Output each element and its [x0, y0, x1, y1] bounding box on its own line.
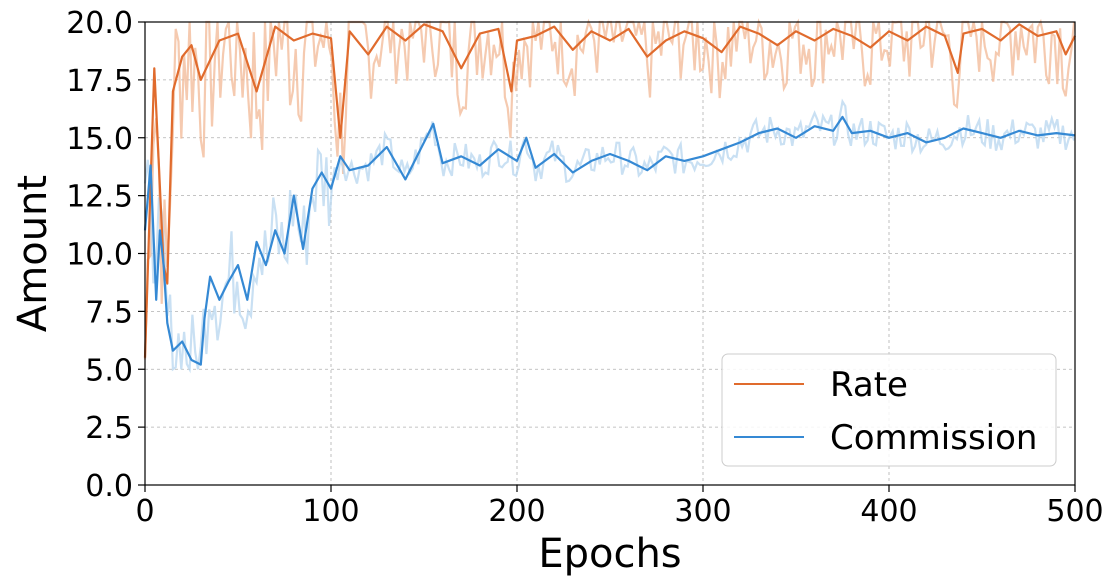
legend-label-commission: Commission — [830, 418, 1037, 458]
x-tick-label: 300 — [674, 494, 731, 529]
x-tick-label: 500 — [1046, 494, 1103, 529]
series-line-commission — [143, 115, 1076, 366]
legend: Rate Commission — [721, 353, 1057, 467]
y-tick-label: 17.5 — [66, 64, 133, 99]
y-tick-label: 7.5 — [85, 295, 133, 330]
legend-label-rate: Rate — [830, 365, 908, 405]
y-axis-ticks: 0.0 2.5 5.0 7.5 10.0 12.5 15.0 17.5 20.0 — [66, 6, 145, 504]
y-tick-label: 5.0 — [85, 353, 133, 388]
x-axis-label: Epochs — [538, 531, 681, 577]
x-tick-label: 200 — [488, 494, 545, 529]
raw-line-commission — [143, 98, 1076, 374]
smooth-series-group — [143, 23, 1076, 366]
x-tick-label: 0 — [135, 494, 154, 529]
y-tick-label: 0.0 — [85, 469, 133, 504]
legend-box — [721, 353, 1057, 467]
series-line-rate — [143, 23, 1076, 358]
y-axis-label: Amount — [10, 175, 56, 332]
y-tick-label: 12.5 — [66, 180, 133, 215]
y-tick-label: 10.0 — [66, 238, 133, 273]
y-tick-label: 20.0 — [66, 6, 133, 41]
x-tick-label: 100 — [302, 494, 359, 529]
x-tick-label: 400 — [860, 494, 917, 529]
x-axis-ticks: 0 100 200 300 400 500 — [135, 485, 1104, 529]
raw-line-rate — [143, 18, 1076, 360]
y-tick-label: 15.0 — [66, 122, 133, 157]
y-tick-label: 2.5 — [85, 411, 133, 446]
